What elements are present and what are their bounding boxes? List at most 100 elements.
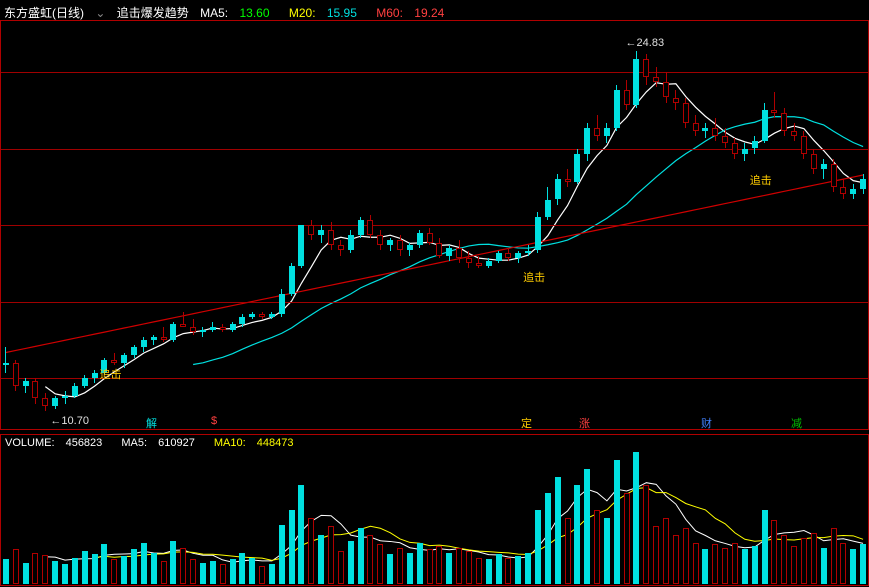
- volume-bar: [190, 559, 196, 584]
- volume-bar: [407, 553, 413, 584]
- volume-bar: [732, 543, 738, 584]
- event-marker[interactable]: 解: [146, 415, 157, 431]
- volume-bar: [387, 554, 393, 584]
- volume-bar: [584, 469, 590, 585]
- volume-bar: [683, 528, 689, 584]
- volume-bar: [515, 556, 521, 584]
- volume-bar: [693, 543, 699, 584]
- volume-bar: [436, 546, 442, 584]
- volume-bar: [742, 549, 748, 584]
- volume-bar: [42, 555, 48, 584]
- ma5-label: MA5: 13.60: [200, 6, 277, 20]
- grid-line: [1, 378, 868, 379]
- ma20-label: M20: 15.95: [289, 6, 365, 20]
- volume-bar: [604, 518, 610, 584]
- volume-bar: [446, 553, 452, 584]
- volume-bar: [801, 538, 807, 584]
- volume-bar: [259, 566, 265, 584]
- event-marker[interactable]: 定: [521, 415, 532, 431]
- marker-zhuiji-3: 追击: [750, 172, 772, 188]
- volume-bar: [427, 549, 433, 584]
- volume-bar: [771, 520, 777, 584]
- ma60-label: M60: 19.24: [376, 6, 452, 20]
- volume-bar: [3, 559, 9, 584]
- volume-bar: [131, 549, 137, 584]
- volume-bar: [239, 553, 245, 584]
- volume-bar: [565, 518, 571, 584]
- volume-bar: [210, 561, 216, 584]
- volume-bar: [850, 549, 856, 584]
- price-chart-panel[interactable]: ←10.70←24.83追击追击追击解$定涨财减: [0, 20, 869, 430]
- event-marker[interactable]: 涨: [579, 415, 590, 431]
- strategy-label: 追击爆发趋势: [117, 6, 189, 20]
- volume-bar: [298, 485, 304, 584]
- event-marker[interactable]: $: [211, 415, 217, 427]
- marker-zhuiji-2: 追击: [523, 269, 545, 285]
- volume-bar: [161, 561, 167, 584]
- volume-bar: [594, 510, 600, 584]
- volume-chart-panel[interactable]: VOLUME: 456823 MA5: 610927 MA10: 448473: [0, 434, 869, 586]
- grid-line: [1, 72, 868, 73]
- grid-line: [1, 225, 868, 226]
- volume-bar: [505, 558, 511, 584]
- volume-bar: [673, 535, 679, 585]
- volume-bar: [486, 559, 492, 584]
- volume-bar: [308, 518, 314, 584]
- volume-bar: [545, 493, 551, 584]
- stock-name: 东方盛虹(日线): [4, 6, 84, 20]
- low-price-annotation: ←10.70: [50, 415, 89, 427]
- volume-bar: [722, 548, 728, 584]
- volume-bar: [328, 526, 334, 584]
- volume-bar: [831, 528, 837, 584]
- vol-ma5: MA5: 610927: [121, 437, 202, 449]
- volume-bar: [811, 533, 817, 584]
- volume-bar: [72, 558, 78, 584]
- grid-line: [1, 302, 868, 303]
- volume-bar: [32, 553, 38, 584]
- volume-bar: [663, 518, 669, 584]
- event-marker[interactable]: 减: [791, 415, 802, 431]
- volume-bar: [555, 477, 561, 584]
- volume-bar: [82, 551, 88, 584]
- volume-bar: [535, 510, 541, 584]
- volume-bar: [289, 510, 295, 584]
- volume-bar: [624, 493, 630, 584]
- volume-bar: [279, 525, 285, 584]
- volume-bar: [348, 541, 354, 584]
- volume-bar: [52, 561, 58, 584]
- volume-bar: [821, 548, 827, 584]
- volume-bar: [781, 535, 787, 585]
- volume-bar: [121, 556, 127, 584]
- stock-chart-container: 东方盛虹(日线) ⌄ 追击爆发趋势 MA5: 13.60 M20: 15.95 …: [0, 0, 869, 587]
- vol-ma10: MA10: 448473: [214, 437, 302, 449]
- volume-bar: [111, 559, 117, 584]
- volume-bar: [220, 564, 226, 584]
- volume-bar: [752, 546, 758, 584]
- volume-bar: [62, 564, 68, 584]
- volume-bar: [249, 558, 255, 584]
- high-price-annotation: ←24.83: [626, 37, 665, 49]
- volume-bar: [141, 543, 147, 584]
- volume-bar: [23, 563, 29, 584]
- volume-bar: [456, 548, 462, 584]
- volume-bar: [860, 544, 866, 584]
- volume-bar: [151, 553, 157, 584]
- volume-bar: [170, 541, 176, 584]
- chevron-down-icon[interactable]: ⌄: [95, 6, 105, 20]
- marker-zhuiji-1: 追击: [100, 366, 122, 382]
- volume-bar: [476, 558, 482, 584]
- volume-bar: [712, 544, 718, 584]
- volume-bar: [377, 544, 383, 584]
- volume-bar: [358, 528, 364, 584]
- volume-bar: [367, 535, 373, 585]
- volume-bar: [702, 549, 708, 584]
- chart-header: 东方盛虹(日线) ⌄ 追击爆发趋势 MA5: 13.60 M20: 15.95 …: [4, 4, 460, 21]
- volume-bar: [643, 485, 649, 584]
- event-marker[interactable]: 财: [701, 415, 712, 431]
- volume-bar: [269, 564, 275, 584]
- volume-bar: [397, 548, 403, 584]
- volume-bar: [200, 563, 206, 584]
- volume-bar: [653, 526, 659, 584]
- volume-bar: [614, 460, 620, 584]
- volume-bar: [574, 485, 580, 584]
